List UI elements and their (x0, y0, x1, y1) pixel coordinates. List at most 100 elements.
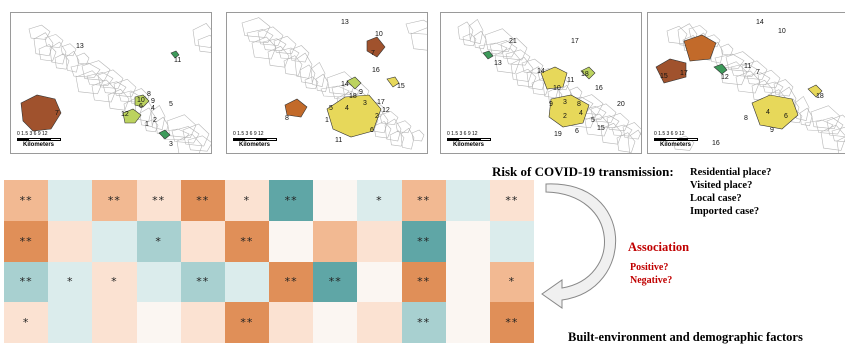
risk-item-imported: Imported case? (690, 206, 760, 217)
district-outline (709, 41, 724, 64)
cluster-label: 8 (285, 115, 289, 122)
district-outline (384, 118, 402, 142)
significance-stars: ** (240, 316, 254, 330)
cluster-label: 4 (151, 105, 155, 112)
cluster-label: 5 (169, 101, 173, 108)
significance-stars: ** (196, 193, 210, 207)
cluster-label: 14 (537, 68, 545, 75)
risk-cluster (326, 94, 382, 138)
significance-stars: ** (240, 234, 254, 248)
cluster-label: 9 (151, 98, 155, 105)
cluster-label: 10 (375, 31, 383, 38)
heatmap-cell: * (136, 220, 181, 262)
heatmap-cell: ** (180, 180, 225, 221)
significance-stars: ** (328, 275, 342, 289)
cluster-label: 5 (591, 117, 595, 124)
risk-cluster (751, 94, 799, 130)
cluster-label: 20 (617, 101, 625, 108)
risk-cluster (807, 84, 823, 98)
district-outline (54, 53, 70, 70)
district-outline (192, 23, 211, 48)
association-heatmap: ** ** ** ** * ** * ** ** ** * ** ** ** * * ** ** ** ** * * ** *… (4, 180, 534, 343)
district-outline (38, 44, 57, 62)
heatmap-cell (92, 302, 137, 343)
district-outline (86, 72, 114, 86)
cluster-label: 12 (382, 107, 390, 114)
district-outline (462, 33, 477, 47)
district-outline (494, 47, 521, 74)
heatmap-cell: ** (4, 261, 49, 303)
district-outline (799, 107, 813, 127)
significance-stars: * (508, 275, 516, 289)
heatmap-cell: ** (180, 261, 225, 303)
risk-cluster (713, 63, 728, 75)
district-outline (584, 113, 610, 137)
cluster-label: 19 (554, 131, 562, 138)
scale-graphic (233, 138, 277, 141)
district-outline (294, 52, 313, 79)
risk-item-residential: Residential place? (690, 167, 772, 178)
district-outline (373, 121, 392, 139)
heatmap-cell: ** (401, 261, 446, 303)
district-outline (773, 79, 794, 97)
significance-stars: * (66, 275, 74, 289)
district-outline (246, 29, 274, 43)
heatmap-cell: ** (269, 261, 314, 303)
district-outline (410, 27, 427, 51)
district-outline (251, 36, 277, 60)
district-outline (510, 57, 534, 82)
risk-cluster (386, 76, 400, 88)
heatmap-cell (269, 220, 314, 262)
district-outline (150, 104, 166, 130)
scale-bar: 0 1.5 3 6 9 12 Kilometers (447, 131, 493, 149)
risk-cluster (170, 50, 180, 59)
risk-cluster (158, 129, 171, 140)
map-drawing (241, 17, 427, 150)
risk-cluster (134, 94, 150, 108)
scale-ticks: 0 1.5 3 6 9 12 (17, 131, 48, 137)
district-outline (65, 50, 80, 73)
cluster-label: 3 (363, 100, 367, 107)
district-outline (595, 115, 620, 129)
risk-cluster (122, 108, 142, 124)
district-outline (505, 49, 531, 66)
cluster-label: 16 (595, 85, 603, 92)
heatmap-cell (180, 220, 225, 262)
cluster-label: 11 (744, 63, 752, 70)
significance-stars: ** (417, 316, 431, 330)
cluster-label: 11 (335, 137, 343, 144)
significance-stars: * (22, 316, 30, 330)
district-outline (473, 30, 487, 50)
map-panel-1: 13 11 7 12 10 8 6 4 5 9 2 1 3 0 1.5 3 6 9 12 Kilometer… (10, 12, 212, 154)
district-outline (102, 81, 127, 95)
factors-title: Built-environment and demographic factor… (568, 330, 803, 344)
heatmap-cell: ** (401, 220, 446, 262)
district-outline (616, 132, 636, 153)
heatmap-cell: ** (224, 302, 269, 343)
heatmap-cell (445, 180, 490, 221)
heatmap-cell (313, 180, 358, 221)
significance-stars: ** (417, 234, 431, 248)
heatmap-cell (92, 220, 137, 262)
heatmap-cell (357, 261, 402, 303)
significance-stars: * (155, 234, 162, 248)
risk-cluster (580, 66, 596, 80)
district-outline (160, 128, 190, 141)
cluster-label: 10 (137, 97, 145, 104)
district-outline (144, 119, 159, 133)
district-outline (515, 68, 537, 88)
risk-item-visited: Visited place? (690, 180, 753, 191)
district-outline (735, 70, 761, 94)
district-outline (730, 63, 758, 77)
district-outline (531, 78, 550, 96)
scale-bar: 0 1.5 3 6 9 12 Kilometers (233, 131, 279, 149)
district-outline (457, 21, 474, 41)
cluster-label: 8 (577, 101, 581, 108)
cluster-label: 18 (349, 93, 357, 100)
cluster-label: 18 (581, 71, 589, 78)
cluster-label: 16 (712, 140, 720, 147)
cluster-label: 10 (553, 85, 561, 92)
district-outline (320, 85, 350, 98)
cluster-label: 3 (169, 141, 173, 148)
cluster-label: 9 (359, 89, 363, 96)
